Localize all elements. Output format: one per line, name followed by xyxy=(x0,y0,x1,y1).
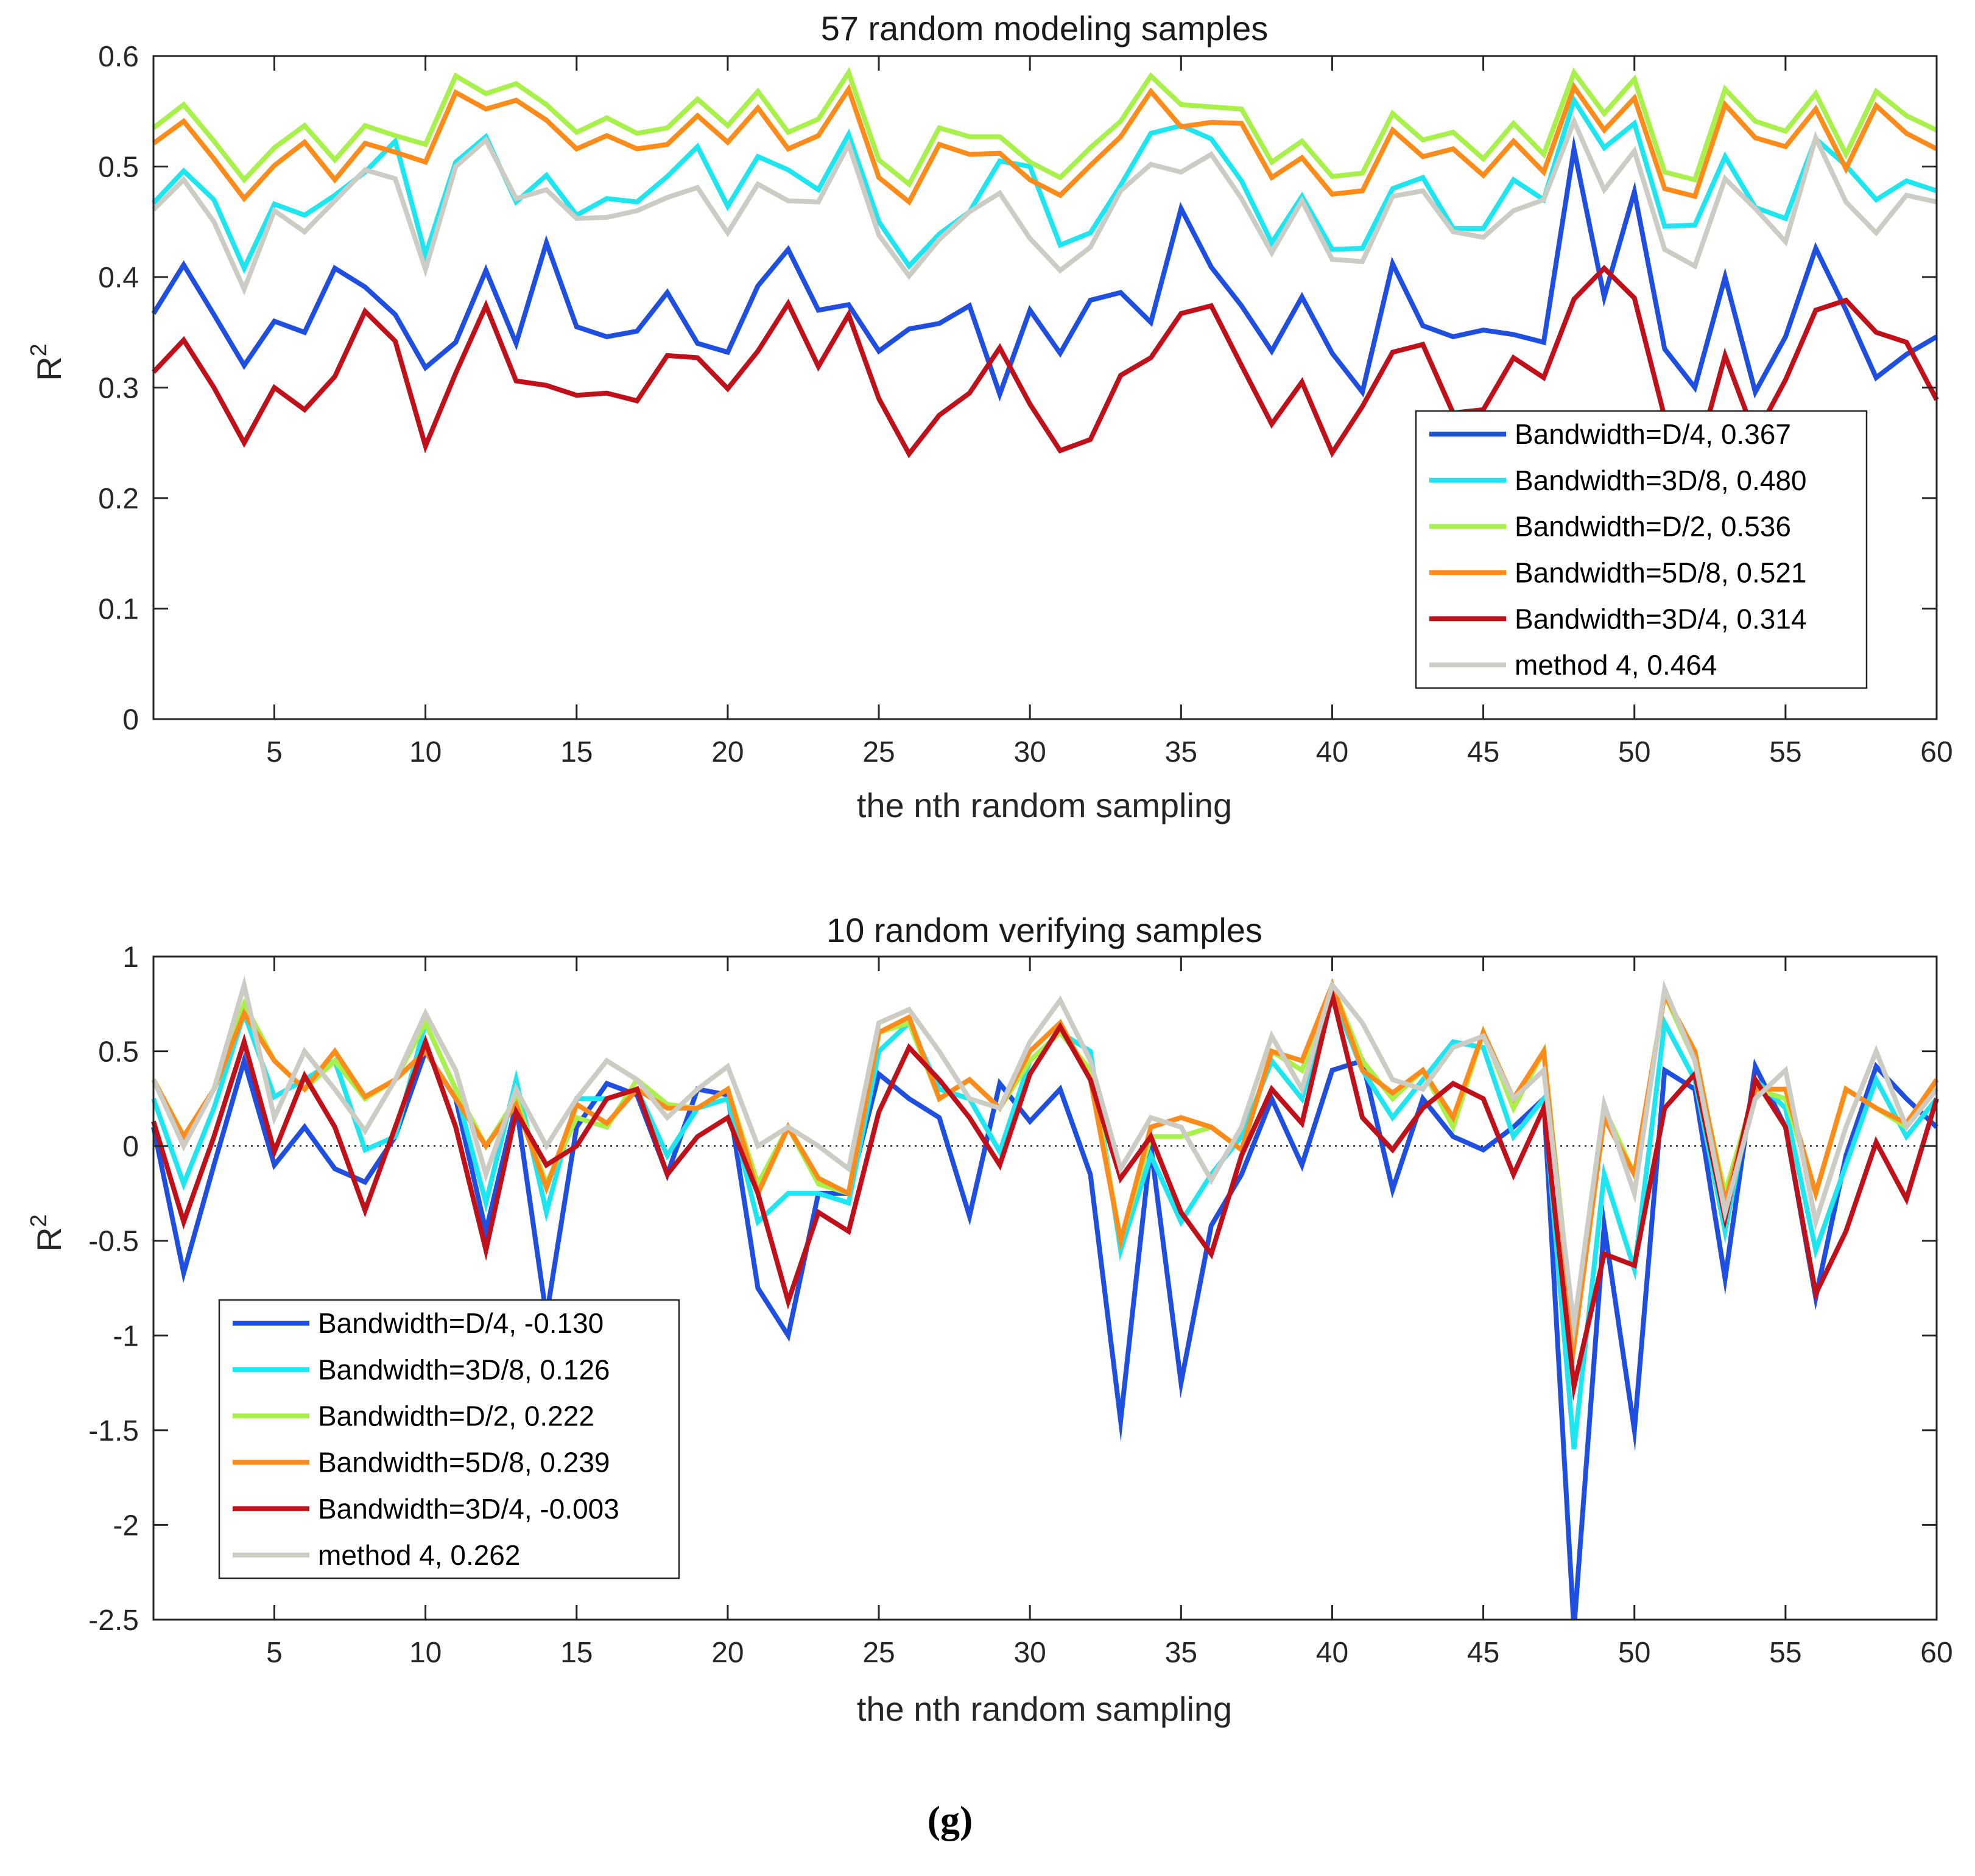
verifying-x-tick-label: 30 xyxy=(1013,1637,1046,1669)
modeling-series-line-3 xyxy=(152,67,1938,188)
verifying-x-tick-label: 35 xyxy=(1165,1637,1197,1669)
modeling-chart-title: 57 random modeling samples xyxy=(821,9,1269,47)
modeling-x-tick-label: 60 xyxy=(1920,736,1952,768)
modeling-x-tick-label: 40 xyxy=(1316,736,1348,768)
modeling-x-tick-label: 45 xyxy=(1467,736,1499,768)
modeling-legend-entry: Bandwidth=3D/8, 0.480 xyxy=(1515,465,1807,496)
verifying-y-tick-label: -2 xyxy=(113,1509,139,1542)
modeling-chart-plot-area: 5 10 15 20 25 30 35 40 45 50 55 60 0 0.1 0.2 0.3 0.4 0.5 0… xyxy=(0,41,1975,768)
modeling-x-tick-label: 20 xyxy=(711,736,744,768)
verifying-x-tick-label: 40 xyxy=(1316,1637,1348,1669)
verifying-series-line-6 xyxy=(151,975,1939,1346)
verifying-chart-legend: Bandwidth=D/4, -0.130 Bandwidth=3D/8, 0.1… xyxy=(218,1299,680,1579)
verifying-legend-box xyxy=(218,1299,680,1579)
modeling-y-tick-label: 0.5 xyxy=(98,152,139,184)
verifying-series-line-5 xyxy=(151,984,1939,1402)
verifying-chart: 10 random verifying samples the nth rand… xyxy=(0,911,1975,1728)
modeling-bottom-mask xyxy=(0,720,1975,756)
verifying-chart-y-axis-label: R2 xyxy=(26,1214,68,1252)
figure-caption: (g) xyxy=(928,1798,973,1841)
verifying-x-tick-label: 50 xyxy=(1618,1637,1650,1669)
verifying-x-tick-label: 60 xyxy=(1920,1637,1952,1669)
modeling-legend-entry: Bandwidth=D/4, 0.367 xyxy=(1515,418,1791,450)
verifying-legend-entry: Bandwidth=D/4, -0.130 xyxy=(318,1307,604,1339)
verifying-x-tick-label: 25 xyxy=(862,1637,895,1669)
verifying-x-tick-label: 55 xyxy=(1769,1637,1801,1669)
modeling-chart-legend: Bandwidth=D/4, 0.367 Bandwidth=3D/8, 0.48… xyxy=(1415,410,1868,689)
verifying-x-tick-label: 10 xyxy=(409,1637,442,1669)
verifying-x-tick-label: 45 xyxy=(1467,1637,1499,1669)
verifying-chart-title: 10 random verifying samples xyxy=(826,911,1262,949)
modeling-chart-x-axis-label: the nth random sampling xyxy=(857,786,1232,824)
modeling-x-tick-label: 10 xyxy=(409,736,442,768)
verifying-legend-entry: Bandwidth=5D/8, 0.239 xyxy=(318,1447,610,1478)
verifying-axes-frame xyxy=(152,955,1938,1621)
modeling-x-tick-label: 5 xyxy=(266,736,283,768)
verifying-y-tick-label: -1 xyxy=(113,1320,139,1352)
modeling-x-tick-label: 35 xyxy=(1165,736,1197,768)
modeling-chart-y-axis-label-base: R xyxy=(30,356,68,381)
modeling-x-tick-label: 30 xyxy=(1013,736,1046,768)
verifying-y-tick-label: 0.5 xyxy=(98,1036,139,1069)
modeling-y-tick-label: 0.3 xyxy=(98,373,139,405)
verifying-bottom-mask xyxy=(0,1620,1975,1657)
modeling-legend-entry: method 4, 0.464 xyxy=(1515,649,1717,681)
verifying-chart-y-axis-label-base: R xyxy=(30,1227,68,1251)
modeling-y-tick-label: 0 xyxy=(122,704,139,736)
modeling-x-tick-label: 25 xyxy=(862,736,895,768)
modeling-x-tick-label: 15 xyxy=(560,736,593,768)
verifying-chart-x-axis-label: the nth random sampling xyxy=(857,1690,1232,1728)
modeling-series-line-1 xyxy=(151,135,1938,402)
modeling-y-tick-label: 0.2 xyxy=(98,483,139,515)
verifying-x-tick-label: 15 xyxy=(560,1637,593,1669)
verifying-legend-entry: Bandwidth=D/2, 0.222 xyxy=(318,1400,594,1432)
verifying-y-tick-label: -2.5 xyxy=(88,1604,139,1637)
verifying-legend-entry: method 4, 0.262 xyxy=(318,1539,520,1571)
modeling-legend-entry: Bandwidth=D/2, 0.536 xyxy=(1515,511,1791,543)
modeling-series-line-4 xyxy=(152,82,1938,206)
modeling-legend-entry: Bandwidth=3D/4, 0.314 xyxy=(1515,603,1807,634)
modeling-series-line-6 xyxy=(152,114,1937,296)
modeling-x-tick-label: 55 xyxy=(1769,736,1801,768)
verifying-legend-entry: Bandwidth=3D/8, 0.126 xyxy=(318,1354,610,1385)
verifying-x-tick-label: 20 xyxy=(711,1637,744,1669)
verifying-y-tick-label: 1 xyxy=(122,941,139,974)
modeling-y-tick-label: 0.1 xyxy=(98,594,139,626)
verifying-y-tick-label: -0.5 xyxy=(88,1226,139,1258)
modeling-y-tick-label: 0.6 xyxy=(98,41,139,73)
verifying-chart-y-axis-label-superscript: 2 xyxy=(26,1214,52,1227)
modeling-legend-box xyxy=(1415,410,1868,689)
modeling-x-tick-label: 50 xyxy=(1618,736,1650,768)
modeling-chart-y-axis-label-superscript: 2 xyxy=(26,343,52,356)
modeling-chart-y-axis-label: R2 xyxy=(26,343,68,381)
modeling-chart: 57 random modeling samples the nth rando… xyxy=(0,9,1975,824)
verifying-x-tick-label: 5 xyxy=(266,1637,283,1669)
verifying-y-tick-label: 0 xyxy=(122,1131,139,1163)
modeling-series-line-5 xyxy=(152,264,1939,473)
verifying-legend-entry: Bandwidth=3D/4, -0.003 xyxy=(318,1493,619,1525)
modeling-y-tick-label: 0.4 xyxy=(98,262,139,294)
verifying-y-tick-label: -1.5 xyxy=(88,1415,139,1447)
modeling-legend-entry: Bandwidth=5D/8, 0.521 xyxy=(1515,557,1807,588)
